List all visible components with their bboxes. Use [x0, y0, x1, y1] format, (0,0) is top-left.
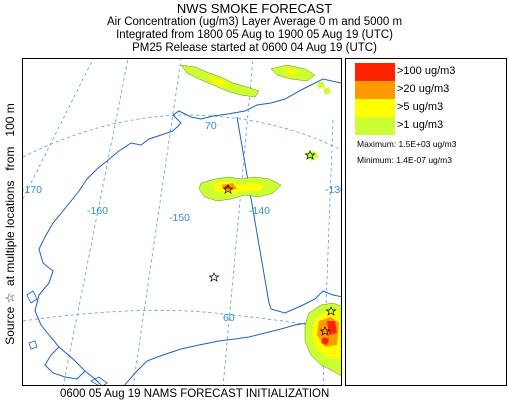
source-star-3	[208, 272, 220, 282]
lon-label-130: -130	[325, 184, 342, 196]
source-star-2	[304, 150, 316, 160]
lon-label-150: -150	[169, 212, 190, 224]
legend-label-20: >20 ug/m3	[397, 83, 450, 95]
legend-panel: >100 ug/m3 >20 ug/m3 >5 ug/m3 >1 ug/m3 M…	[345, 58, 507, 386]
source-markers	[208, 150, 337, 336]
legend-swatch-orange	[355, 81, 395, 99]
legend-row-100: >100 ug/m3	[355, 63, 505, 81]
release-start: PM25 Release started at 0600 04 Aug 19 (…	[132, 42, 377, 54]
meridian-150	[132, 59, 182, 385]
lon-label-170: -170	[23, 184, 42, 196]
bristol-bay-shore	[44, 346, 86, 380]
legend-label-5: >5 ug/m3	[397, 101, 444, 113]
legend-row-1: >1 ug/m3	[355, 117, 505, 135]
coastal-islands	[26, 290, 108, 385]
smoke-plume-central	[198, 176, 282, 202]
legend-maximum: Maximum: 1.5E+03 ug/m3	[357, 139, 457, 149]
source-star-4	[325, 306, 337, 316]
meridian-160	[62, 59, 129, 385]
parallel-70	[23, 114, 341, 158]
integration-period: Integrated from 1800 05 Aug to 1900 05 A…	[116, 29, 393, 41]
meridian-170	[23, 59, 94, 200]
source-label: Source ☆ at multiple locations from 100 …	[3, 103, 17, 345]
legend-row-20: >20 ug/m3	[355, 81, 505, 99]
legend-minimum: Minimum: 1.4E-07 ug/m3	[357, 155, 452, 165]
legend-swatch-yellow	[355, 99, 395, 117]
legend-row-5: >5 ug/m3	[355, 99, 505, 117]
map-title: NWS SMOKE FORECAST	[176, 1, 333, 16]
lat-label-70: 70	[205, 120, 217, 132]
lon-label-160: -160	[87, 205, 108, 217]
canada-border	[236, 116, 341, 314]
legend-swatch-red	[355, 63, 395, 81]
legend-label-1: >1 ug/m3	[397, 119, 444, 131]
source-star-1	[222, 184, 234, 194]
lon-label-140: -140	[249, 205, 270, 217]
legend-label-100: >100 ug/m3	[397, 65, 456, 77]
alaska-coastline	[34, 78, 341, 385]
source-star-5	[319, 326, 331, 336]
meridian-140	[222, 59, 254, 385]
forecast-initialization: 0600 05 Aug 19 NAMS FORECAST INITIALIZAT…	[60, 388, 330, 400]
parallel-60	[23, 309, 341, 332]
legend-swatch-lime	[355, 117, 395, 135]
smoke-plume-north	[180, 64, 331, 98]
smoke-plume-southeast	[304, 302, 341, 377]
lat-label-60: 60	[223, 312, 235, 324]
alaska-map: 70 60 -170 -160 -150 -140 -130	[23, 59, 342, 385]
concentration-subtitle: Air Concentration (ug/m3) Layer Average …	[106, 16, 403, 28]
map-panel: 70 60 -170 -160 -150 -140 -130	[22, 58, 342, 386]
